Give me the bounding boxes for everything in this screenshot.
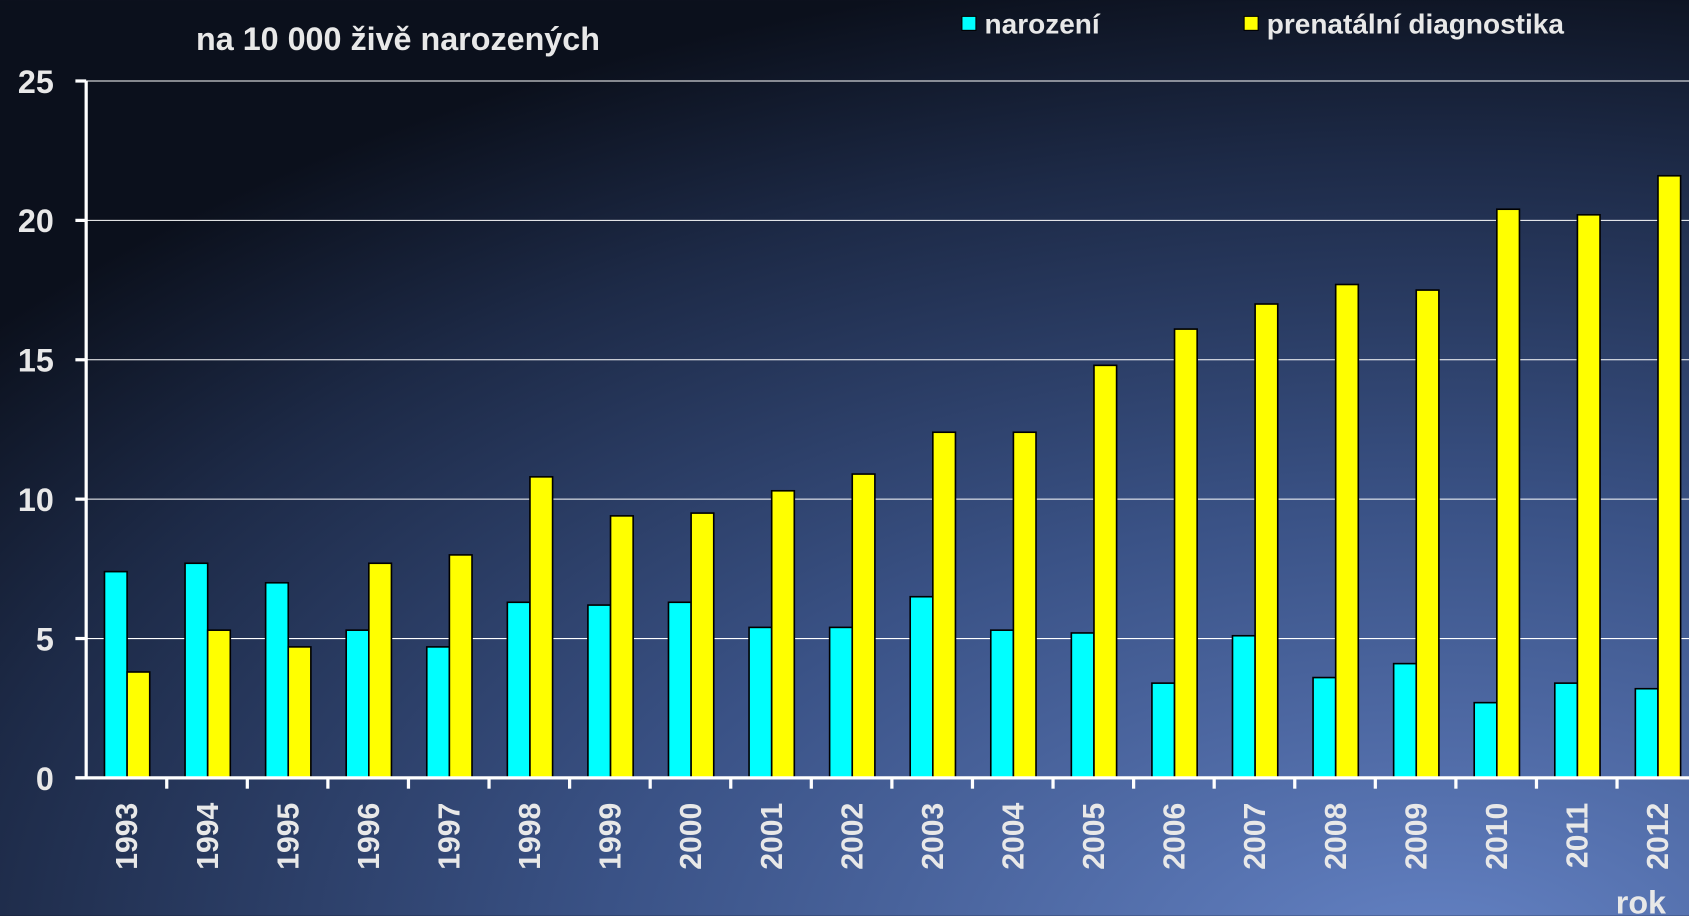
- x-tick-label: 1996: [353, 803, 386, 870]
- bar: [690, 512, 715, 779]
- y-tick-label: 15: [18, 343, 54, 379]
- x-tick-label: 2005: [1078, 803, 1111, 870]
- bar: [345, 629, 370, 779]
- x-tick-label: 1995: [272, 803, 305, 870]
- bar: [1392, 662, 1418, 779]
- bar: [1151, 682, 1176, 779]
- bar: [1254, 303, 1279, 779]
- bar: [126, 671, 151, 779]
- legend-swatch: [961, 15, 977, 31]
- x-tick-label: 2000: [675, 803, 708, 870]
- bar: [264, 581, 290, 779]
- bar: [1312, 676, 1337, 779]
- x-tick-label: 1997: [434, 803, 467, 870]
- bar: [748, 626, 773, 779]
- x-tick-label: 2008: [1320, 803, 1353, 870]
- bar: [506, 601, 531, 779]
- x-tick-label: 2004: [998, 802, 1031, 869]
- x-tick-label: 2010: [1481, 803, 1514, 870]
- legend-label: prenatální diagnostika: [1267, 9, 1565, 40]
- x-tick-label: 1999: [595, 803, 628, 870]
- x-tick-label: 1993: [111, 803, 144, 870]
- bar: [587, 604, 612, 779]
- bar: [1070, 632, 1095, 779]
- x-tick-label: 2006: [1159, 803, 1192, 870]
- bar: [851, 473, 876, 779]
- y-tick-label: 10: [18, 482, 54, 518]
- bar: [448, 554, 473, 779]
- bar: [529, 476, 554, 779]
- bar: [103, 570, 128, 779]
- legend-swatch: [1243, 15, 1259, 31]
- x-axis-label: rok: [1616, 885, 1666, 916]
- bar: [206, 629, 232, 779]
- x-tick-label: 2011: [1562, 803, 1595, 868]
- x-tick-label: 2009: [1400, 803, 1433, 870]
- bar: [770, 489, 796, 779]
- bar: [1657, 174, 1682, 779]
- x-tick-label: 1994: [192, 802, 225, 869]
- bar: [1334, 283, 1360, 779]
- bar: [1576, 213, 1601, 779]
- bar: [287, 646, 312, 779]
- y-tick-label: 25: [18, 64, 54, 100]
- chart-title: na 10 000 živě narozených: [196, 21, 600, 57]
- x-tick-label: 1998: [514, 803, 547, 870]
- bar: [1415, 289, 1440, 779]
- x-tick-label: 2007: [1239, 803, 1272, 870]
- y-tick-label: 20: [18, 203, 54, 239]
- bar: [184, 562, 209, 779]
- bar: [667, 601, 692, 779]
- bar: [989, 629, 1015, 779]
- x-tick-label: 2003: [917, 803, 950, 870]
- bar: [1553, 682, 1579, 779]
- x-tick-label: 2012: [1642, 803, 1675, 870]
- bar: [1093, 364, 1118, 779]
- x-tick-label: 2001: [756, 803, 789, 870]
- bar: [909, 595, 934, 779]
- x-tick-label: 2002: [836, 803, 869, 870]
- bar: [425, 646, 451, 779]
- bar: [1473, 701, 1498, 779]
- bar: [368, 562, 393, 779]
- bar: [932, 431, 957, 779]
- legend-label: narození: [985, 9, 1101, 40]
- y-tick-label: 5: [36, 621, 54, 657]
- bar: [1231, 634, 1256, 779]
- bar: [1012, 431, 1037, 779]
- bar: [1173, 328, 1198, 779]
- bar: [609, 515, 634, 779]
- bar: [828, 626, 854, 779]
- bar: [1634, 687, 1659, 779]
- y-tick-label: 0: [36, 761, 54, 797]
- bar: [1496, 208, 1521, 779]
